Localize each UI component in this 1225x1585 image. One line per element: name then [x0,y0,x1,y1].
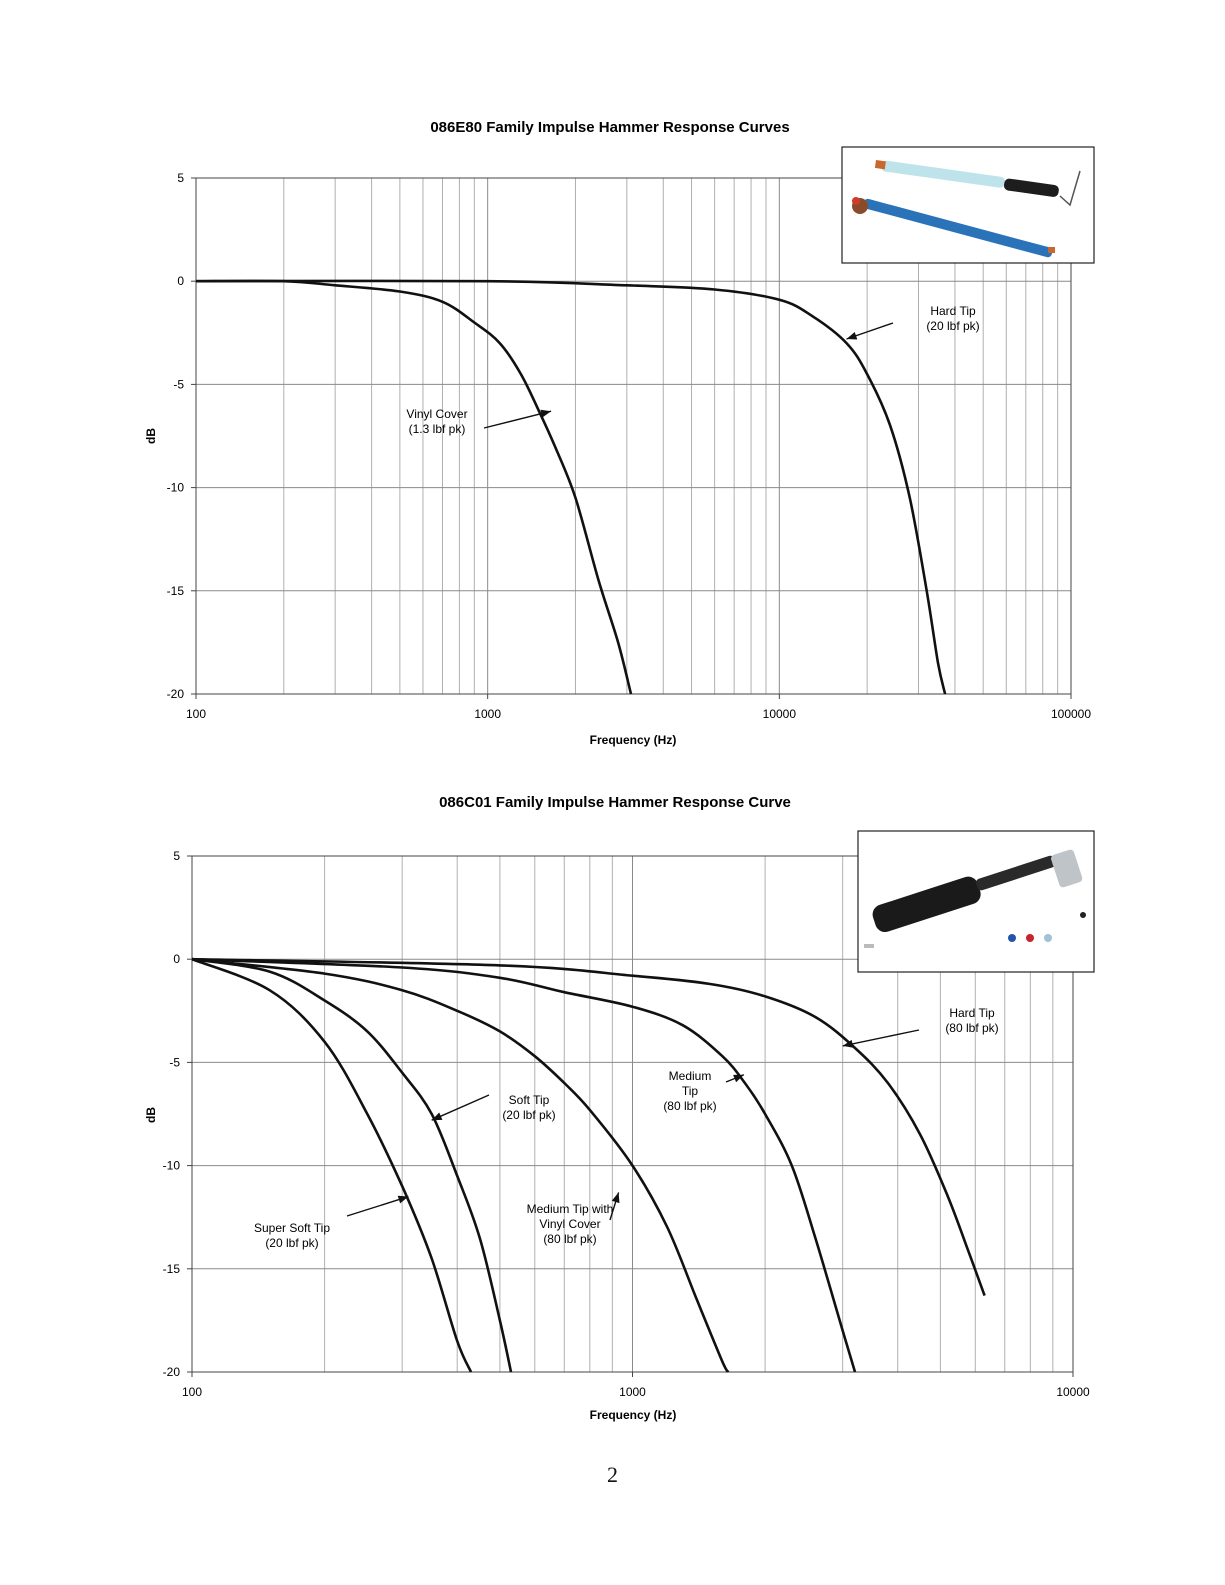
annotation-label: Medium Tip (80 lbf pk) [663,1069,716,1113]
page-number: 2 [607,1462,618,1487]
x-tick-label: 100000 [1051,707,1091,721]
x-tick-label: 100 [182,1385,202,1399]
y-tick-label: -20 [163,1365,181,1379]
x-axis-title: Frequency (Hz) [590,1408,677,1422]
annotation-arrow-line [431,1094,490,1121]
annotation-label: Hard Tip (80 lbf pk) [945,1006,998,1035]
annotation-label: Soft Tip (20 lbf pk) [502,1093,555,1122]
annotation-arrowhead [842,1039,854,1048]
series-line-hard [191,957,986,1297]
annotations: Super Soft Tip (20 lbf pk) Soft Tip (20 lbf… [254,1006,999,1250]
annotation-arrowhead [540,409,552,418]
y-tick-label: -5 [173,377,184,391]
chart-086e80: 086E80 Family Impulse Hammer Response Cu… [144,119,1095,747]
annotation-arrowhead [846,331,858,340]
x-tick-label: 10000 [1056,1385,1090,1399]
chart-086c01: 086C01 Family Impulse Hammer Response Cu… [144,794,1095,1422]
plot-frame [195,177,1072,695]
annotation-arrowhead [611,1192,620,1204]
y-tick-label: 5 [177,171,184,185]
annotation: Super Soft Tip (20 lbf pk) [254,1195,409,1250]
annotation-label: Hard Tip (20 lbf pk) [926,304,979,333]
x-tick-label: 1000 [474,707,501,721]
y-tick-label: -15 [167,584,185,598]
y-tick-label: 0 [177,274,184,288]
annotation: Hard Tip (80 lbf pk) [842,1006,999,1048]
x-axis-title: Frequency (Hz) [590,733,677,747]
annotation-arrowhead [397,1195,409,1204]
series-line-medium [191,957,857,1373]
annotation-arrow-line [483,410,552,429]
hammer-photo [841,146,1095,264]
annotations: Vinyl Cover (1.3 lbf pk) Hard Tip (20 lbf p… [406,304,979,436]
series-lines [195,279,947,695]
y-tick-label: 5 [173,849,180,863]
y-tick-label: 0 [173,952,180,966]
annotation-arrow-line [842,1029,920,1047]
annotation: Vinyl Cover (1.3 lbf pk) [406,407,552,436]
y-tick-label: -10 [163,1159,181,1173]
chart-title: 086E80 Family Impulse Hammer Response Cu… [430,119,789,136]
annotation-arrowhead [431,1112,443,1121]
x-tick-label: 1000 [619,1385,646,1399]
annotation: Hard Tip (20 lbf pk) [846,304,980,340]
y-axis-title: dB [144,428,158,444]
y-tick-label: -10 [167,481,185,495]
series-line-hard [195,279,947,695]
y-tick-label: -15 [163,1262,181,1276]
y-axis-title: dB [144,1107,158,1123]
chart-title: 086C01 Family Impulse Hammer Response Cu… [439,794,791,811]
series-line-medium-vinyl [191,957,730,1373]
annotation-label: Super Soft Tip (20 lbf pk) [254,1221,330,1250]
annotation-arrow-line [346,1195,409,1217]
annotation: Medium Tip with Vinyl Cover (80 lbf pk) [527,1192,620,1246]
annotation-label: Medium Tip with Vinyl Cover (80 lbf pk) [527,1202,614,1246]
grid-lines [196,177,1071,695]
annotation-arrowhead [733,1074,744,1083]
annotation-label: Vinyl Cover (1.3 lbf pk) [406,407,467,436]
x-tick-label: 10000 [763,707,797,721]
y-tick-label: -20 [167,687,185,701]
series-lines [191,957,986,1373]
annotation: Soft Tip (20 lbf pk) [431,1093,556,1122]
y-tick-label: -5 [169,1055,180,1069]
series-line-soft [191,957,513,1373]
x-tick-label: 100 [186,707,206,721]
annotation: Medium Tip (80 lbf pk) [663,1069,745,1113]
hammer-photo [857,830,1095,973]
series-line-super-soft [191,957,473,1373]
series-line-vinyl [195,279,633,695]
